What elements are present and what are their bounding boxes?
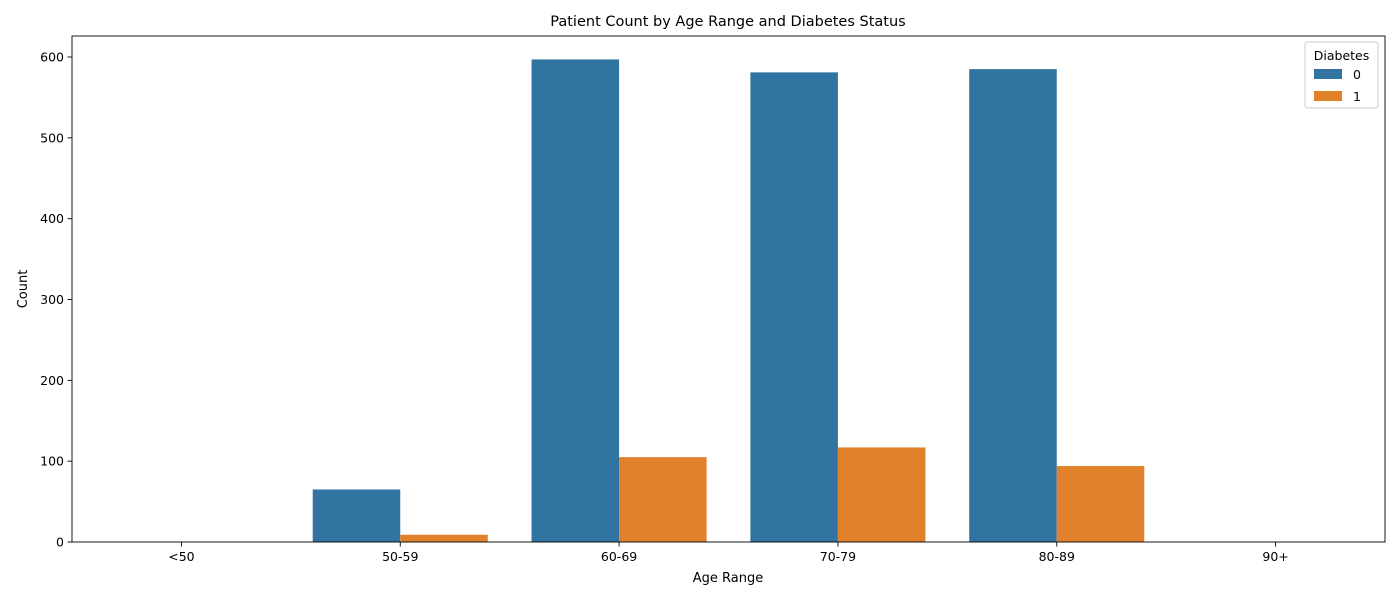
y-tick-label: 600 xyxy=(40,50,64,65)
legend-swatch-0 xyxy=(1314,69,1342,79)
legend-swatch-1 xyxy=(1314,91,1342,101)
plot-bars xyxy=(312,59,1145,543)
bar-0-60-69 xyxy=(531,59,620,542)
bar-1-50-59 xyxy=(400,534,488,542)
y-tick-label: 200 xyxy=(40,373,64,388)
y-tick-label: 400 xyxy=(40,211,64,226)
legend: Diabetes 0 1 xyxy=(1304,41,1379,109)
legend-label-0: 0 xyxy=(1353,67,1361,82)
legend-title: Diabetes xyxy=(1314,48,1370,63)
bar-0-70-79 xyxy=(750,72,838,543)
plot-axes xyxy=(71,35,1386,543)
plot-ticks: 0 100 200 300 400 500 600 <50 50-59 60-69 70-79 80-… xyxy=(40,50,1289,564)
bar-1-60-69 xyxy=(619,457,707,542)
bar-1-70-79 xyxy=(837,447,926,542)
x-tick-label: 50-59 xyxy=(382,549,418,564)
x-tick-label: 80-89 xyxy=(1039,549,1075,564)
x-tick-label: <50 xyxy=(168,549,194,564)
y-tick-label: 0 xyxy=(56,535,64,550)
bar-0-80-89 xyxy=(969,69,1057,542)
plot-frame xyxy=(71,35,1386,543)
x-tick-label: 90+ xyxy=(1262,549,1288,564)
y-axis-label: Count xyxy=(16,270,31,309)
y-tick-label: 100 xyxy=(40,454,64,469)
x-tick-label: 70-79 xyxy=(820,549,856,564)
chart-title: Patient Count by Age Range and Diabetes … xyxy=(550,14,905,30)
x-tick-label: 60-69 xyxy=(601,549,637,564)
legend-label-1: 1 xyxy=(1353,89,1361,104)
bar-1-80-89 xyxy=(1056,466,1145,542)
y-tick-label: 500 xyxy=(40,130,64,145)
y-tick-label: 300 xyxy=(40,292,64,307)
x-axis-label: Age Range xyxy=(693,571,763,586)
bar-0-50-59 xyxy=(312,489,401,542)
